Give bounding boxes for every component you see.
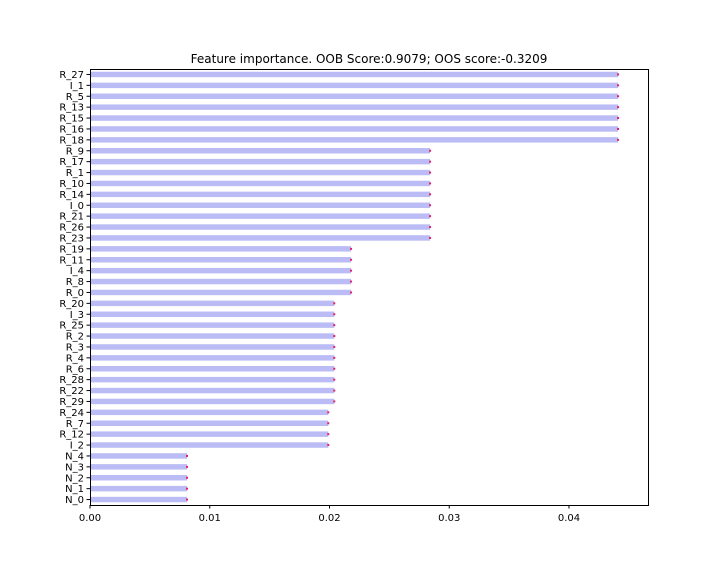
y-tick-label: R_25 [59,321,84,332]
y-tick-label: R_18 [59,135,84,146]
y-tick-label: R_2 [66,332,84,343]
bar-r-0 [90,289,352,296]
y-tick-label: R_15 [59,114,84,125]
bar-n-1 [90,485,187,492]
y-tick-label: R_29 [59,397,84,408]
x-tick-label: 0.03 [438,513,460,524]
x-axis-ticks: 0.00 0.01 0.02 0.03 0.04 [79,505,580,524]
bar-r-2 [90,333,335,339]
bar-n-0 [90,496,187,503]
y-tick-label: N_0 [65,495,84,506]
bar-r-13 [90,104,619,110]
bar-r-7 [90,420,329,426]
bar-r-15 [90,115,619,121]
y-tick-label: R_6 [66,364,84,375]
y-tick-label: I_1 [70,81,84,92]
x-tick-label: 0.00 [79,513,101,524]
y-tick-label: R_3 [66,342,84,353]
y-tick-label: R_16 [59,124,84,135]
bar-r-23 [90,235,431,241]
bar-i-2 [90,442,329,448]
y-tick-label: R_24 [59,408,84,419]
bar-r-19 [90,246,352,252]
y-tick-label: R_17 [59,157,84,168]
bar-n-3 [90,464,187,470]
bar-r-14 [90,191,431,198]
bar-r-18 [90,137,619,143]
y-tick-label: I_2 [70,441,84,452]
bar-r-12 [90,431,329,437]
plot-area-frame [90,69,649,506]
y-tick-label: I_3 [70,310,84,321]
bar-r-27 [90,71,619,78]
bar-r-11 [90,257,352,263]
y-tick-label: R_0 [66,288,84,299]
bar-r-9 [90,148,431,154]
bar-r-8 [90,278,352,285]
bar-r-20 [90,300,335,307]
y-tick-label: R_11 [59,255,84,266]
x-tick-label: 0.01 [199,513,221,524]
y-tick-label: R_1 [66,168,84,179]
y-tick-label: R_14 [59,190,84,201]
y-tick-label: R_13 [59,103,84,114]
y-tick-label: R_12 [59,430,84,441]
y-tick-label: R_20 [59,299,84,310]
y-tick-label: R_10 [59,179,84,190]
x-tick-label: 0.02 [318,513,340,524]
y-tick-label: R_9 [66,146,84,157]
bar-r-16 [90,126,619,132]
bars-group [90,71,620,503]
y-tick-label: R_5 [66,92,84,103]
y-tick-label: R_22 [59,386,84,397]
bar-i-0 [90,202,431,208]
y-tick-label: R_28 [59,375,84,386]
chart-title: Feature importance. OOB Score:0.9079; OO… [191,52,548,66]
y-tick-label: R_26 [59,223,84,234]
y-tick-label: R_27 [59,70,84,81]
bar-r-4 [90,355,335,361]
bar-n-2 [90,475,187,481]
bar-r-6 [90,366,335,372]
bar-r-1 [90,169,431,176]
bar-r-21 [90,213,431,219]
bar-r-26 [90,224,431,230]
y-tick-label: N_1 [65,484,84,495]
bar-i-4 [90,267,352,274]
y-tick-label: R_19 [59,244,84,255]
bar-r-22 [90,387,335,394]
y-tick-label: N_4 [65,451,84,462]
y-tick-label: R_8 [66,277,84,288]
bar-r-29 [90,398,335,405]
bar-r-24 [90,409,329,416]
y-tick-label: R_23 [59,233,84,244]
bar-n-4 [90,453,187,459]
y-tick-label: N_2 [65,473,84,484]
x-tick-label: 0.04 [558,513,580,524]
y-tick-label: I_0 [70,201,84,212]
bar-r-28 [90,376,335,383]
y-axis-ticks: R_27I_1R_5R_13R_15R_16R_18R_9R_17R_1R_10… [59,70,90,506]
bar-r-17 [90,158,431,165]
y-tick-label: R_21 [59,212,84,223]
bar-r-25 [90,322,335,328]
y-tick-label: R_7 [66,419,84,430]
y-tick-label: I_4 [70,266,84,277]
bar-r-5 [90,93,619,99]
bar-i-1 [90,82,619,89]
bar-i-3 [90,311,335,317]
bar-r-3 [90,344,335,350]
bar-r-10 [90,180,431,187]
y-tick-label: N_3 [65,462,84,473]
y-tick-label: R_4 [66,353,84,364]
